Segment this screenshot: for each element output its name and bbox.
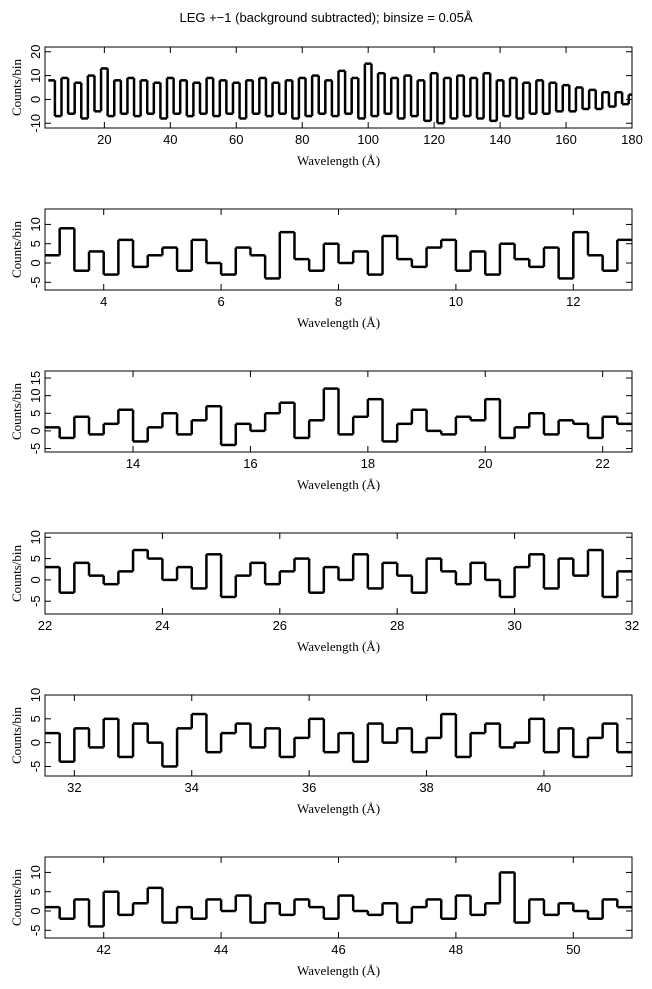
y-tick-label: 15 xyxy=(28,371,43,385)
y-tick-label: 0 xyxy=(28,427,43,434)
y-tick-label: 0 xyxy=(28,576,43,583)
y-tick-label: 10 xyxy=(28,688,43,702)
x-tick-label: 20 xyxy=(478,456,492,471)
y-tick-label: 10 xyxy=(28,530,43,544)
y-tick-label: 0 xyxy=(28,259,43,266)
y-tick-label: 5 xyxy=(28,240,43,247)
x-tick-label: 18 xyxy=(361,456,375,471)
y-tick-label: 5 xyxy=(28,715,43,722)
plot-frame xyxy=(44,370,633,453)
x-tick-label: 40 xyxy=(537,780,551,795)
x-tick-label: 180 xyxy=(621,132,643,147)
x-tick-label: 48 xyxy=(449,942,463,957)
y-tick-label: -5 xyxy=(28,277,43,289)
x-tick-label: 22 xyxy=(595,456,609,471)
plot-data xyxy=(48,62,632,125)
y-tick-label: -5 xyxy=(28,443,43,455)
x-tick-label: 4 xyxy=(100,294,107,309)
x-tick-label: 32 xyxy=(67,780,81,795)
y-tick-label: 10 xyxy=(28,217,43,231)
y-tick-label: 10 xyxy=(28,68,43,82)
y-tick-label: 10 xyxy=(28,865,43,879)
x-axis-label: Wavelength (Å) xyxy=(297,477,380,492)
chart-title: LEG +−1 (background subtracted); binsize… xyxy=(179,10,472,25)
x-tick-label: 34 xyxy=(185,780,199,795)
y-tick-label: -10 xyxy=(28,114,43,133)
plot-frame xyxy=(44,532,633,615)
x-tick-label: 60 xyxy=(229,132,243,147)
y-tick-label: 5 xyxy=(28,888,43,895)
y-tick-label: 5 xyxy=(28,410,43,417)
y-tick-label: 0 xyxy=(28,907,43,914)
x-tick-label: 12 xyxy=(566,294,580,309)
x-tick-label: 24 xyxy=(155,618,169,633)
x-tick-label: 50 xyxy=(566,942,580,957)
y-axis-label: Counts/bin xyxy=(9,220,24,278)
x-tick-label: 42 xyxy=(96,942,110,957)
x-tick-label: 6 xyxy=(217,294,224,309)
x-tick-label: 10 xyxy=(449,294,463,309)
y-axis-label: Counts/bin xyxy=(9,58,24,116)
plot-data xyxy=(45,871,632,928)
y-tick-label: 5 xyxy=(28,555,43,562)
y-axis-label: Counts/bin xyxy=(9,868,24,926)
y-tick-label: 0 xyxy=(28,96,43,103)
x-tick-label: 100 xyxy=(357,132,379,147)
x-axis-label: Wavelength (Å) xyxy=(297,963,380,978)
x-tick-label: 30 xyxy=(507,618,521,633)
x-tick-label: 140 xyxy=(489,132,511,147)
y-tick-label: 0 xyxy=(28,739,43,746)
plot-data xyxy=(45,387,632,447)
x-tick-label: 26 xyxy=(273,618,287,633)
x-tick-label: 28 xyxy=(390,618,404,633)
plot-data xyxy=(45,712,632,768)
y-tick-label: 20 xyxy=(28,45,43,59)
x-tick-label: 32 xyxy=(625,618,639,633)
x-tick-label: 8 xyxy=(335,294,342,309)
x-tick-label: 120 xyxy=(423,132,445,147)
x-tick-label: 14 xyxy=(126,456,140,471)
x-tick-label: 40 xyxy=(163,132,177,147)
x-tick-label: 20 xyxy=(97,132,111,147)
y-axis-label: Counts/bin xyxy=(9,706,24,764)
x-tick-label: 38 xyxy=(419,780,433,795)
x-tick-label: 46 xyxy=(331,942,345,957)
y-axis-label: Counts/bin xyxy=(9,382,24,440)
x-tick-label: 160 xyxy=(555,132,577,147)
y-tick-label: 10 xyxy=(28,388,43,402)
y-tick-label: -5 xyxy=(28,925,43,937)
y-tick-label: -5 xyxy=(28,761,43,773)
x-axis-label: Wavelength (Å) xyxy=(297,639,380,654)
x-tick-label: 44 xyxy=(214,942,228,957)
y-tick-label: -5 xyxy=(28,595,43,607)
x-tick-label: 22 xyxy=(38,618,52,633)
plot-frame xyxy=(44,46,633,129)
x-axis-label: Wavelength (Å) xyxy=(297,153,380,168)
plot-data xyxy=(45,548,632,599)
x-tick-label: 80 xyxy=(295,132,309,147)
x-axis-label: Wavelength (Å) xyxy=(297,315,380,330)
plot-data xyxy=(45,227,632,280)
x-tick-label: 16 xyxy=(243,456,257,471)
x-tick-label: 36 xyxy=(302,780,316,795)
plot-frame xyxy=(44,694,633,777)
y-axis-label: Counts/bin xyxy=(9,544,24,602)
x-axis-label: Wavelength (Å) xyxy=(297,801,380,816)
